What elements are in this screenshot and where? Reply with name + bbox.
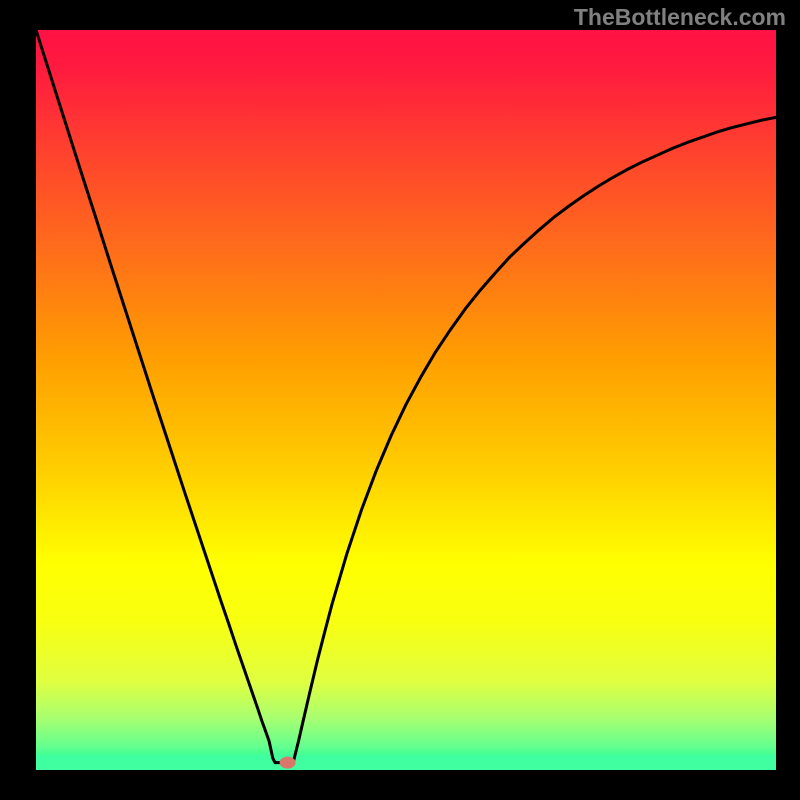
optimal-point-marker bbox=[280, 757, 296, 769]
chart-container: TheBottleneck.com bbox=[0, 0, 800, 800]
bottom-green-strip bbox=[36, 755, 776, 770]
bottleneck-chart bbox=[0, 0, 800, 800]
gradient-background bbox=[36, 30, 776, 770]
